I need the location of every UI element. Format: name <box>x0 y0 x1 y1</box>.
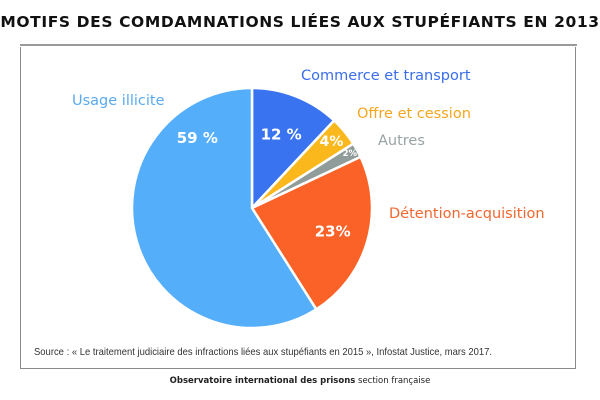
legend-label-autres: Autres <box>378 133 425 149</box>
footer-org-section: section française <box>355 376 431 386</box>
footer-org-name: Observatoire international des prisons <box>169 376 356 386</box>
pie-slice-commerce <box>250 86 336 210</box>
pie-slice-detention <box>250 155 374 311</box>
legend-label-offre: Offre et cession <box>357 106 471 122</box>
pie-slice-usage <box>130 86 318 330</box>
slice-value-label-usage: 59 % <box>177 129 218 147</box>
slice-value-label-commerce: 12 % <box>261 125 302 143</box>
legend-label-usage: Usage illicite <box>72 93 165 109</box>
slice-value-label-detention: 23% <box>315 222 351 240</box>
slice-value-label-offre: 4% <box>320 134 344 150</box>
title-divider <box>20 44 577 46</box>
source-note: Source : « Le traitement judiciaire des … <box>34 346 493 358</box>
slice-value-label-autres: 2% <box>343 149 358 159</box>
legend-label-detention: Détention-acquisition <box>389 206 545 222</box>
legend-label-commerce: Commerce et transport <box>301 68 471 84</box>
footer-credit: Observatoire international des prisons s… <box>0 376 600 386</box>
chart-title: MOTIFS DES COMDAMNATIONS LIÉES AUX STUPÉ… <box>0 13 600 31</box>
